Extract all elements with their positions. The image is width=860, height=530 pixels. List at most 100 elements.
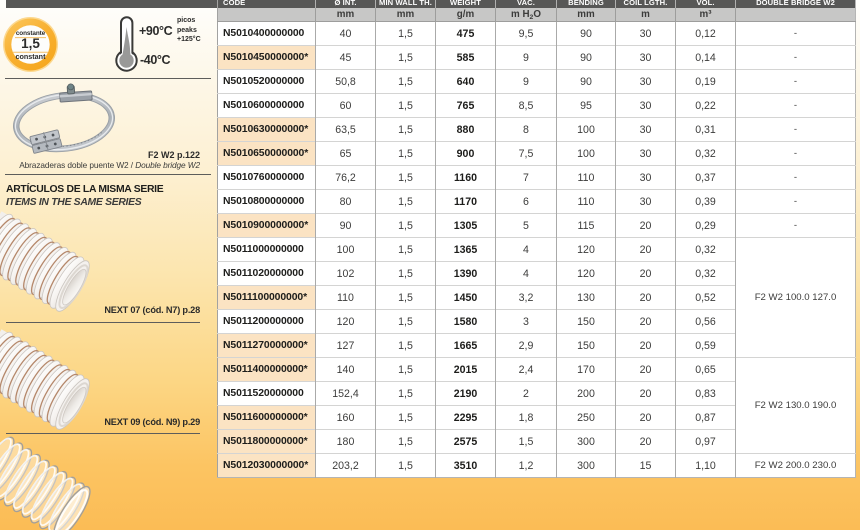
value-cell: 30 — [615, 21, 676, 46]
table-row: N5011400000000* 140 1,5 2015 2,4 170 20 0,65 F2 … — [217, 357, 856, 454]
column-unit: g/m — [435, 8, 496, 22]
column-header: COIL LGTH. — [615, 0, 676, 8]
value-cell: 1,5 — [375, 261, 436, 286]
code-cell: N5011270000000* — [217, 333, 316, 358]
value-cell: 3510 — [435, 453, 496, 478]
code-cell: N5010760000000 — [217, 165, 316, 190]
value-cell: 140 — [315, 357, 376, 382]
value-cell: 30 — [615, 69, 676, 94]
value-cell: 6 — [495, 189, 557, 214]
badge-value: 1,5 — [21, 36, 40, 51]
value-cell: 1,5 — [375, 69, 436, 94]
value-cell: 0,31 — [675, 117, 736, 142]
double-bridge-cell: - — [735, 165, 856, 190]
value-cell: 30 — [615, 117, 676, 142]
code-cell: N5010600000000 — [217, 93, 316, 118]
value-cell: 150 — [556, 333, 616, 358]
value-cell: 20 — [615, 213, 676, 238]
divider — [5, 78, 211, 80]
column-unit: mm — [315, 8, 376, 22]
double-bridge-clamp-image — [12, 83, 116, 154]
value-cell: 30 — [615, 165, 676, 190]
value-cell: 7,5 — [495, 141, 557, 166]
code-cell: N5010900000000* — [217, 213, 316, 238]
value-cell: 1,5 — [375, 237, 436, 262]
value-cell: 65 — [315, 141, 376, 166]
value-cell: 0,52 — [675, 285, 736, 310]
double-bridge-cell: - — [735, 117, 856, 142]
table-row: N5010450000000* 45 1,5 585 9 90 30 0,14- — [217, 45, 856, 70]
peak-line-en: peaks — [177, 26, 197, 34]
value-cell: 0,56 — [675, 309, 736, 334]
double-bridge-cell: - — [735, 213, 856, 238]
same-series-title-en: ITEMS IN THE SAME SERIES — [6, 196, 142, 208]
value-cell: 8,5 — [495, 93, 557, 118]
clamp-caption-en: Double bridge W2 — [135, 160, 200, 170]
value-cell: 5 — [495, 213, 557, 238]
column-unit: m³ — [675, 8, 736, 22]
value-cell: 120 — [556, 261, 616, 286]
value-cell: 1,5 — [375, 285, 436, 310]
value-cell: 15 — [615, 453, 676, 478]
value-cell: 1,5 — [375, 213, 436, 238]
value-cell: 180 — [315, 429, 376, 454]
value-cell: 765 — [435, 93, 496, 118]
value-cell: 2190 — [435, 381, 496, 406]
table-row: N5011100000000* 110 1,5 1450 3,2 130 20 0,52 — [217, 285, 856, 310]
spec-table-wrap: CODE Ø INT. MIN WALL TH. WEIGHT VAC. BENDING C… — [217, 0, 856, 478]
value-cell: 1,5 — [375, 381, 436, 406]
clamp-caption: Abrazaderas doble puente W2 / Double bri… — [0, 160, 200, 170]
value-cell: 20 — [615, 309, 676, 334]
peak-temp-note: picos peaks +125°C — [177, 16, 201, 45]
value-cell: 900 — [435, 141, 496, 166]
value-cell: 20 — [615, 405, 676, 430]
value-cell: 1,5 — [375, 189, 436, 214]
value-cell: 1,5 — [375, 405, 436, 430]
value-cell: 0,12 — [675, 21, 736, 46]
value-cell: 110 — [556, 165, 616, 190]
value-cell: 640 — [435, 69, 496, 94]
column-header: VAC. — [495, 0, 557, 8]
value-cell: 0,97 — [675, 429, 736, 454]
table-row: N5010600000000 60 1,5 765 8,5 95 30 0,22- — [217, 93, 856, 118]
value-cell: 30 — [615, 93, 676, 118]
spec-table: CODE Ø INT. MIN WALL TH. WEIGHT VAC. BENDING C… — [217, 0, 856, 478]
value-cell: 0,65 — [675, 357, 736, 382]
code-cell: N5010630000000* — [217, 117, 316, 142]
value-cell: 120 — [556, 237, 616, 262]
value-cell: 120 — [315, 309, 376, 334]
value-cell: 1,5 — [375, 45, 436, 70]
value-cell: 1580 — [435, 309, 496, 334]
value-cell: 1,5 — [375, 117, 436, 142]
value-cell: 1,5 — [375, 21, 436, 46]
value-cell: 1160 — [435, 165, 496, 190]
value-cell: 0,32 — [675, 261, 736, 286]
value-cell: 150 — [556, 309, 616, 334]
value-cell: 50,8 — [315, 69, 376, 94]
value-cell: 160 — [315, 405, 376, 430]
value-cell: 2 — [495, 381, 557, 406]
hose-image-next09 — [0, 329, 90, 430]
badge-label-top: constante — [15, 29, 46, 37]
table-row: N5012030000000* 203,2 1,5 3510 1,2 300 15 1,10 F… — [217, 453, 856, 478]
value-cell: 3,2 — [495, 285, 557, 310]
code-cell: N5011520000000 — [217, 381, 316, 406]
value-cell: 2575 — [435, 429, 496, 454]
column-header: WEIGHT — [435, 0, 496, 8]
table-row: N5010650000000* 65 1,5 900 7,5 100 30 0,32- — [217, 141, 856, 166]
value-cell: 1,10 — [675, 453, 736, 478]
value-cell: 1,5 — [375, 165, 436, 190]
table-row: N5011800000000* 180 1,5 2575 1,5 300 20 0,97 — [217, 429, 856, 454]
same-series-item-next09: NEXT 09 (cód. N9) p.29 — [104, 416, 200, 427]
value-cell: 1450 — [435, 285, 496, 310]
sidebar: constante 1,5 constant +90°C -40°C picos… — [0, 0, 217, 530]
peak-line-value: +125°C — [177, 36, 201, 44]
value-cell: 110 — [556, 189, 616, 214]
value-cell: 20 — [615, 261, 676, 286]
sidebar-top-bar — [6, 0, 217, 8]
table-row: N5010900000000* 90 1,5 1305 5 115 20 0,29- — [217, 213, 856, 238]
value-cell: 7 — [495, 165, 557, 190]
column-unit: mm — [556, 8, 616, 22]
double-bridge-cell: - — [735, 45, 856, 70]
